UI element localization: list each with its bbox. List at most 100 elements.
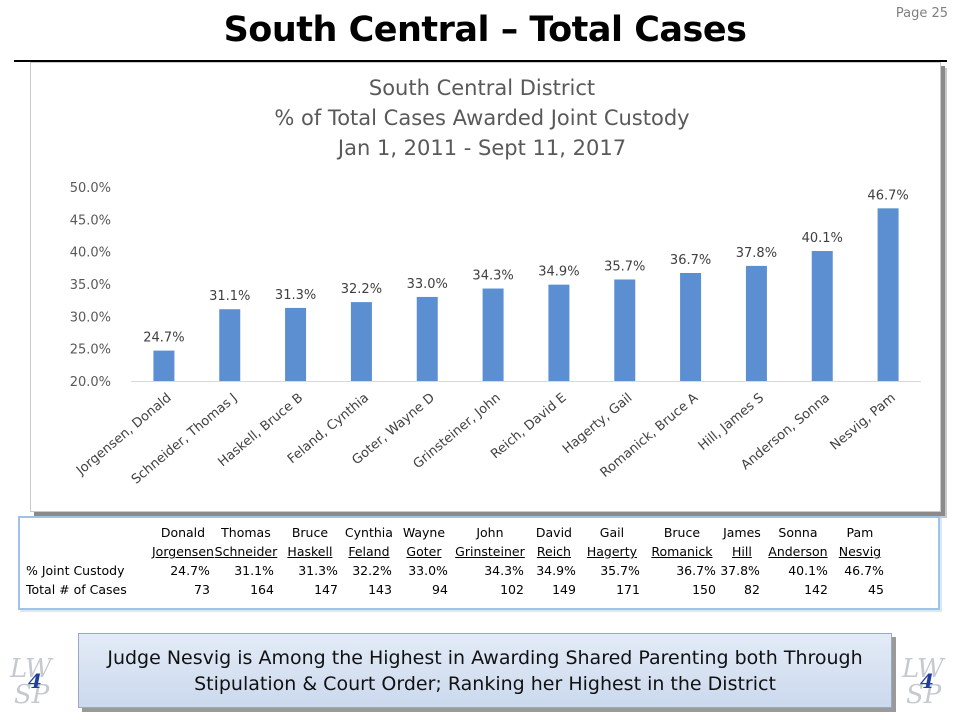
- table-header-last-name: Hill: [732, 544, 752, 559]
- page-number: Page 25: [895, 6, 948, 21]
- title-divider: [14, 60, 947, 62]
- y-tick-label: 35.0%: [70, 278, 111, 293]
- table-header-first-name: Sonna: [778, 525, 818, 540]
- table-cell: 94: [432, 582, 448, 597]
- table-corner-cell: [26, 523, 152, 542]
- table-cell: 150: [692, 582, 716, 597]
- bar-value-label: 35.7%: [604, 259, 645, 274]
- y-tick-label: 40.0%: [70, 246, 111, 261]
- table-header-last-name: Grinsteiner: [455, 544, 525, 559]
- chart-title-line-1: South Central District: [369, 76, 595, 100]
- bar: [548, 284, 570, 381]
- table-cell: 102: [500, 582, 524, 597]
- table-cell: 32.2%: [352, 563, 392, 578]
- bar: [745, 265, 767, 381]
- bar: [153, 350, 175, 381]
- bar: [614, 279, 636, 381]
- table-header-first-name: Gail: [599, 525, 625, 540]
- logo-text-bottom: SP: [906, 680, 942, 710]
- lwsp-logo-right: LW SP 4: [900, 654, 960, 714]
- table-cell: 149: [552, 582, 576, 597]
- table-header-last-name: Schneider: [214, 544, 278, 559]
- table-cell: 37.8%: [720, 563, 760, 578]
- bar-value-label: 24.7%: [143, 331, 184, 346]
- table-header-last-name: Anderson: [768, 544, 828, 559]
- bar-value-label: 34.3%: [472, 269, 513, 284]
- table-header-last-name: Goter: [406, 544, 442, 559]
- callout-line-2: Stipulation & Court Order; Ranking her H…: [194, 672, 776, 695]
- table-cell: 31.3%: [298, 563, 338, 578]
- data-table: Donald Thomas Bruce Cynthia Wayne John David Ga…: [26, 523, 888, 599]
- lwsp-logo-left: LW SP 4: [8, 654, 68, 714]
- table-header-first-name: David: [535, 525, 572, 540]
- data-table-panel: Donald Thomas Bruce Cynthia Wayne John David Ga…: [18, 516, 940, 610]
- table-header-first-name: Thomas: [221, 525, 271, 540]
- table-header-last-name: Hagerty: [586, 544, 637, 559]
- x-tick-label: Nesvig, Pam: [828, 391, 899, 454]
- bar-value-label: 33.0%: [407, 277, 448, 292]
- table-cell: 143: [368, 582, 392, 597]
- bar: [416, 296, 438, 381]
- table-row-label: % Joint Custody: [26, 563, 125, 578]
- table-header-first-name: John: [476, 525, 504, 540]
- table-header-last-name: Nesvig: [838, 544, 882, 559]
- table-cell: 40.1%: [788, 563, 828, 578]
- bar-value-label: 34.9%: [538, 265, 579, 280]
- logo-mark: 4: [920, 669, 934, 693]
- x-tick-label: Schneider, Thomas J: [129, 391, 240, 488]
- table-cell: 31.1%: [234, 563, 274, 578]
- bar-value-label: 40.1%: [802, 231, 843, 246]
- y-tick-label: 45.0%: [70, 213, 111, 228]
- callout-line-1: Judge Nesvig is Among the Highest in Awa…: [107, 646, 863, 669]
- table-header-last-name: Feland: [348, 544, 390, 559]
- table-cell: 164: [250, 582, 274, 597]
- bar-chart: South Central District % of Total Cases A…: [70, 76, 921, 488]
- y-tick-label: 50.0%: [70, 181, 111, 196]
- table-cell: 35.7%: [600, 563, 640, 578]
- table-header-first-name: Bruce: [663, 525, 701, 540]
- table-cell: 24.7%: [170, 563, 210, 578]
- bar: [350, 302, 372, 381]
- chart-title-line-2: % of Total Cases Awarded Joint Custody: [274, 106, 689, 130]
- table-header-first-name: Cynthia: [344, 525, 393, 540]
- bar: [482, 288, 504, 381]
- table-header-row: Jorgensen Schneider Haskell Feland Goter Grin…: [26, 542, 888, 561]
- bar: [285, 307, 307, 381]
- callout-box: Judge Nesvig is Among the Highest in Awa…: [78, 633, 892, 708]
- y-tick-label: 30.0%: [70, 310, 111, 325]
- table-row: % Joint Custody 24.7% 31.1% 31.3% 32.2% 33.0%…: [26, 561, 888, 580]
- table-cell: 82: [744, 582, 760, 597]
- chart-title-line-3: Jan 1, 2011 - Sept 11, 2017: [336, 136, 626, 160]
- chart-panel: South Central District % of Total Cases A…: [30, 62, 941, 512]
- table-header-last-name: Reich: [536, 544, 571, 559]
- x-tick-label: Hill, James S: [696, 391, 767, 454]
- table-header-last-name: Jorgensen: [152, 544, 214, 559]
- table-row-label: Total # of Cases: [26, 582, 127, 597]
- table-row: Total # of Cases 73 164 147 143 94 102 149 171 15…: [26, 580, 888, 599]
- table-header-last-name: Romanick: [651, 544, 713, 559]
- table-corner-cell: [26, 542, 152, 561]
- table-cell: 142: [804, 582, 828, 597]
- logo-mark: 4: [28, 669, 42, 693]
- page-title: South Central – Total Cases: [223, 10, 747, 50]
- table-cell: 34.3%: [484, 563, 524, 578]
- table-cell: 46.7%: [844, 563, 884, 578]
- table-cell: 33.0%: [408, 563, 448, 578]
- bar: [680, 273, 702, 381]
- table-cell: 34.9%: [536, 563, 576, 578]
- bar-value-label: 31.1%: [209, 289, 250, 304]
- y-tick-label: 20.0%: [70, 375, 111, 390]
- bar-value-label: 36.7%: [670, 253, 711, 268]
- table-header-first-name: James: [723, 525, 761, 540]
- table-header-first-name: Wayne: [402, 525, 446, 540]
- bar: [219, 309, 241, 381]
- table-header-row: Donald Thomas Bruce Cynthia Wayne John David Ga…: [26, 523, 888, 542]
- bar-value-label: 37.8%: [736, 246, 777, 261]
- table-cell: 147: [314, 582, 338, 597]
- bar: [877, 208, 899, 381]
- table-header-first-name: Pam: [846, 525, 874, 540]
- table-cell: 73: [194, 582, 210, 597]
- bar-value-label: 46.7%: [867, 188, 908, 203]
- logo-text-top: LW: [10, 654, 52, 684]
- table-header-first-name: Bruce: [291, 525, 329, 540]
